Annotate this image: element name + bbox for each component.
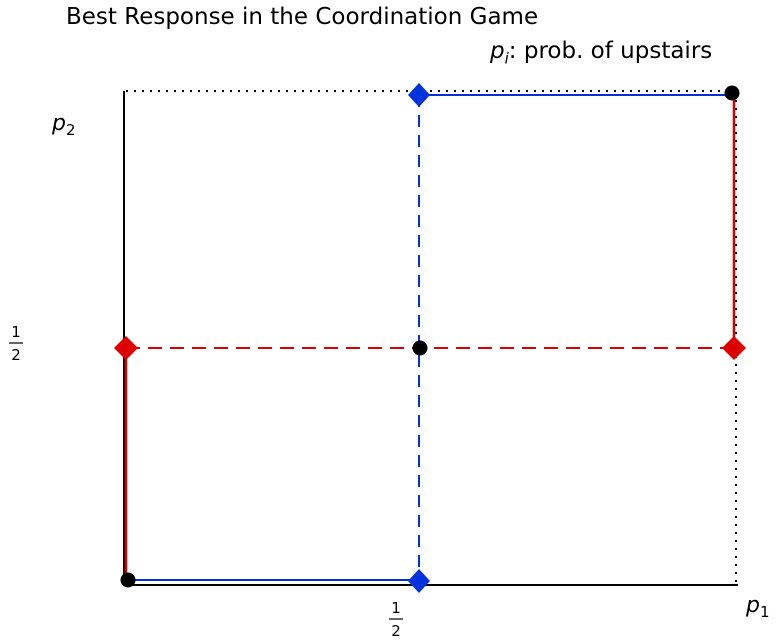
x-half-denominator: 2 <box>391 622 401 640</box>
subtitle-variable: p <box>490 38 505 64</box>
y-half-denominator: 2 <box>11 346 21 364</box>
y-axis-sub: 2 <box>66 121 76 139</box>
equilibrium-point-bottom-left <box>120 572 136 588</box>
y-half-numerator: 1 <box>11 323 21 341</box>
x-axis-half-tick-label: 1 2 <box>389 599 403 640</box>
equilibrium-point-center <box>412 340 428 356</box>
x-half-numerator: 1 <box>391 599 401 617</box>
x-axis-label: p1 <box>745 593 770 621</box>
y-axis-var: p <box>51 111 66 136</box>
subtitle-text: : prob. of upstairs <box>508 38 713 64</box>
equilibrium-point-top-right <box>724 85 740 101</box>
red-diamond-marker-left <box>114 336 138 360</box>
blue-diamond-marker-bottom <box>408 569 430 593</box>
y-axis-label: p2 <box>51 111 76 139</box>
subtitle-legend: pi: prob. of upstairs <box>490 38 712 68</box>
x-axis-sub: 1 <box>760 603 770 621</box>
red-diamond-marker-right <box>722 336 746 360</box>
blue-diamond-marker-top <box>408 83 430 107</box>
subtitle-subscript: i <box>504 49 509 68</box>
x-axis-var: p <box>745 593 760 618</box>
diagram-title: Best Response in the Coordination Game <box>66 4 539 30</box>
y-axis-half-tick-label: 1 2 <box>9 323 23 364</box>
